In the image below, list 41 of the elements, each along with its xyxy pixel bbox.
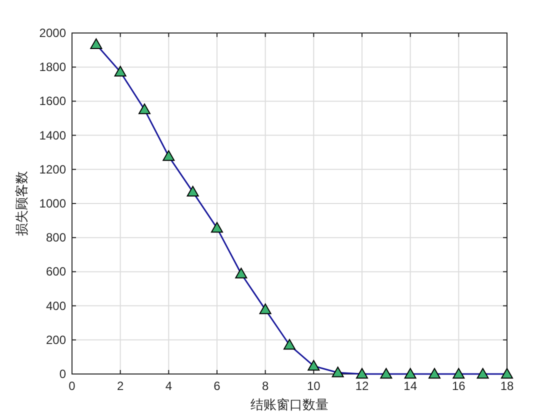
point: [162, 150, 175, 161]
x-tick-label: 2: [116, 379, 124, 393]
point: [138, 104, 150, 114]
y-tick-label: 800: [46, 230, 66, 245]
point: [332, 366, 344, 378]
point: [501, 368, 513, 379]
y-tick-label: 600: [46, 264, 66, 279]
x-tick-label: 14: [404, 379, 418, 393]
y-tick-label: 1800: [39, 60, 66, 74]
x-axis-title: 结账窗口数量: [250, 397, 328, 412]
point: [211, 222, 223, 233]
y-tick-label: 1400: [39, 128, 66, 142]
y-tick-label: 200: [46, 332, 66, 347]
x-tick-label: 8: [262, 379, 269, 393]
x-tick-label: 4: [165, 379, 172, 393]
y-axis-title: 损失顾客数: [14, 171, 29, 236]
y-tick-label: 1200: [39, 162, 66, 176]
point: [308, 360, 320, 371]
point: [452, 368, 465, 379]
x-tick-label: 12: [355, 379, 369, 393]
y-tick-label: 2000: [39, 26, 66, 40]
y-tick-label: 400: [46, 298, 66, 313]
x-tick-label: 18: [500, 379, 514, 393]
y-tick-label: 1000: [39, 196, 66, 210]
point: [235, 268, 248, 278]
point: [476, 368, 489, 379]
point: [356, 368, 368, 379]
x-tick-label: 0: [68, 379, 76, 393]
point: [284, 339, 296, 350]
point: [90, 38, 102, 50]
point: [114, 66, 126, 76]
point: [259, 304, 272, 314]
point: [380, 368, 392, 379]
point: [404, 368, 416, 379]
x-tick-label: 16: [452, 379, 466, 393]
point: [186, 186, 199, 197]
y-tick-label: 1600: [39, 94, 66, 108]
x-tick-label: 10: [306, 379, 321, 393]
x-tick-label: 6: [214, 379, 221, 393]
y-tick-label: 0: [59, 367, 66, 381]
point: [428, 368, 440, 379]
